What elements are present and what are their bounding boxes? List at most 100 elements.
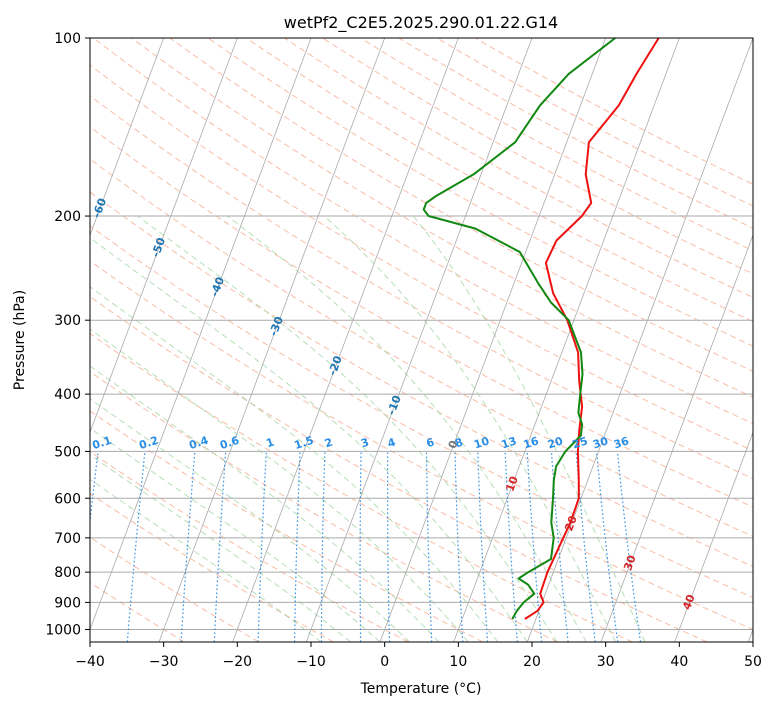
dry-adiabat: [90, 191, 753, 568]
dry-adiabat: [90, 493, 334, 642]
mixing-ratio-label: 36: [612, 434, 631, 451]
mixing-ratio-label: 0.6: [218, 434, 241, 452]
isotherm-line: [158, 38, 386, 642]
mixing-ratio-label: 0.4: [187, 434, 210, 452]
isotherm-line: [232, 38, 459, 642]
dry-adiabat: [131, 38, 753, 398]
dry-adiabat: [169, 38, 753, 372]
x-tick-label: −40: [75, 654, 105, 670]
mixing-ratio-line: [213, 451, 227, 642]
isotherm-line: [600, 234, 753, 642]
moist-adiabat: [90, 328, 469, 642]
plot-frame: [89, 37, 754, 643]
dry-adiabat: [284, 38, 753, 298]
dry-adiabat: [398, 38, 753, 229]
mixing-ratio-label: 0.2: [137, 434, 160, 452]
isotherm-line: [305, 38, 533, 642]
dry-adiabat: [322, 38, 753, 275]
dry-adiabat: [90, 260, 753, 630]
mixing-ratio-line: [616, 451, 642, 642]
moist-adiabat: [90, 478, 322, 642]
y-tick-label: 300: [54, 313, 81, 329]
x-tick-label: −20: [223, 654, 253, 670]
y-tick-label: 400: [54, 387, 81, 403]
dry-adiabat: [93, 38, 753, 425]
mixing-ratio-line: [477, 451, 489, 642]
isotherm-line: [90, 38, 312, 631]
isotherm-label: -70: [31, 157, 50, 180]
y-axis-label: Pressure (hPa): [12, 290, 28, 390]
moist-adiabat: [90, 454, 351, 642]
dry-adiabat: [90, 296, 708, 642]
x-tick-label: 50: [744, 654, 762, 670]
mixing-ratio-label: 4: [386, 435, 398, 450]
mixing-ratio-line: [126, 451, 146, 642]
y-tick-label: 700: [54, 531, 81, 547]
background-lines: [90, 38, 753, 642]
isotherm-label: 10: [503, 474, 521, 493]
x-axis: −40 −30 −20 −10 0 10 20 30 40 50: [75, 642, 762, 670]
dry-adiabat: [474, 38, 753, 185]
mixing-ratio-line: [387, 451, 391, 642]
dewpoint-profile: [422, 38, 616, 620]
mixing-ratio-label: 1.5: [293, 434, 316, 452]
dry-adiabat: [90, 371, 558, 642]
mixing-ratio-label: 8: [453, 436, 464, 451]
dry-adiabat: [90, 450, 409, 642]
mixing-ratio-line: [320, 451, 326, 642]
isotherm-label: 30: [621, 553, 639, 572]
moist-adiabat: [226, 215, 587, 642]
dry-adiabat: [436, 38, 753, 207]
dry-adiabat: [90, 94, 753, 480]
dry-adiabat: [90, 126, 753, 508]
x-axis-label: Temperature (°C): [360, 681, 482, 697]
y-tick-label: 600: [54, 491, 81, 507]
isotherm-label: -50: [149, 236, 168, 259]
temperature-profile: [524, 38, 660, 620]
mixing-ratio-label: 1: [265, 436, 276, 451]
dry-adiabat: [90, 536, 260, 642]
dry-adiabat: [245, 38, 753, 323]
isotherm-line: [747, 628, 753, 642]
y-tick-label: 200: [54, 209, 81, 225]
mixing-ratio-label: 6: [425, 435, 437, 450]
mixing-ratio-label: 2: [323, 436, 334, 451]
x-tick-label: 20: [523, 654, 541, 670]
y-tick-label: 1000: [45, 622, 81, 638]
mixing-ratio-line: [454, 451, 464, 642]
isotherm-label: -30: [267, 314, 286, 337]
isotherm-line: [90, 38, 238, 434]
isotherm-line: [453, 38, 680, 642]
isotherm-line: [674, 431, 753, 642]
isotherm-label: 40: [680, 592, 698, 611]
mixing-ratio-label: 25: [571, 434, 590, 451]
line-labels: -100-90-80-70-60-50-40-30-20-10010203040…: [31, 157, 698, 611]
x-tick-label: 40: [670, 654, 688, 670]
isotherm-line: [379, 38, 607, 642]
dry-adiabat: [360, 38, 753, 252]
dry-adiabat: [90, 332, 633, 642]
isotherm-label: 20: [562, 514, 580, 533]
mixing-ratio-line: [294, 451, 301, 642]
mixing-ratio-label: 13: [500, 434, 519, 451]
mixing-ratio-label: 3: [359, 436, 370, 451]
moist-adiabat: [90, 398, 410, 642]
x-tick-label: 30: [597, 654, 615, 670]
mixing-ratio-label: 20: [546, 434, 565, 451]
isotherm-label: -10: [385, 393, 404, 416]
moist-adiabat: [137, 215, 558, 642]
mixing-ratio-label: 30: [591, 434, 610, 451]
y-axis: 100 200 300 400 500 600 700 800 900 1000: [45, 31, 90, 638]
mixing-ratio-label: 0.1: [91, 434, 114, 452]
moist-adiabat: [323, 215, 617, 642]
mixing-ratio-label: 10: [472, 434, 491, 451]
dry-adiabat: [207, 38, 753, 347]
y-tick-label: 800: [54, 565, 81, 581]
x-tick-label: −10: [296, 654, 326, 670]
chart-title: wetPf2_C2E5.2025.290.01.22.G14: [284, 13, 558, 33]
isotherm-label: -40: [208, 275, 227, 298]
profile-lines: [422, 38, 660, 620]
y-tick-label: 500: [54, 444, 81, 460]
